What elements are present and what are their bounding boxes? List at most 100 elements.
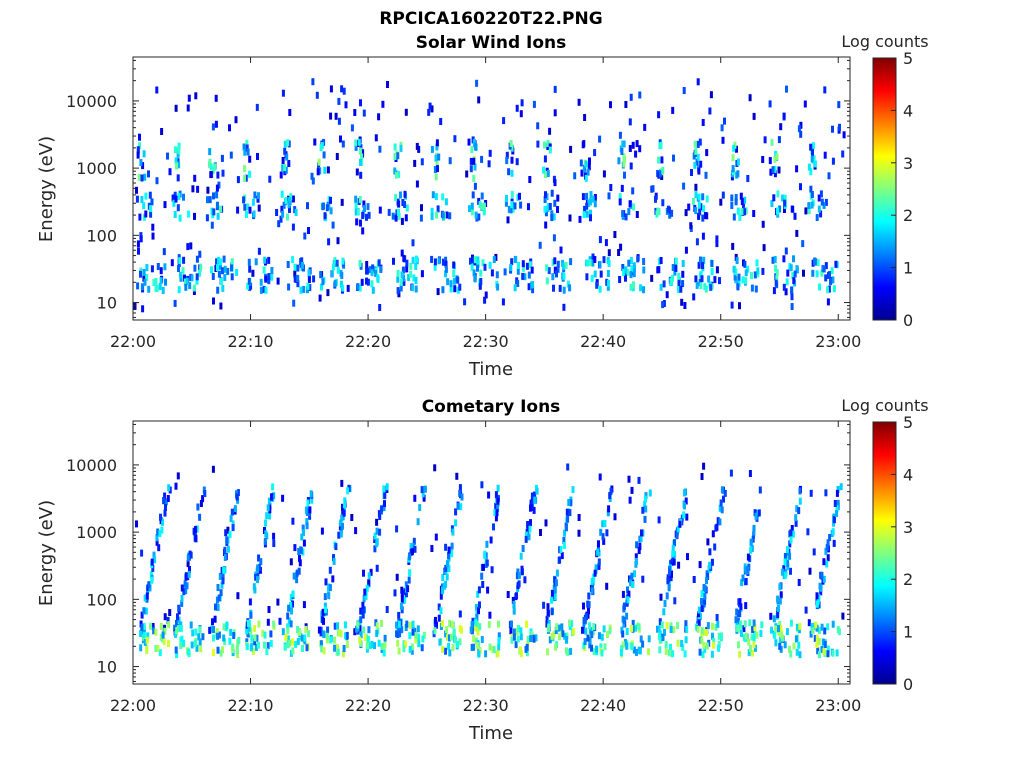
heatmap-cell — [585, 210, 589, 218]
heatmap-cell — [547, 267, 551, 275]
heatmap-cell — [322, 151, 326, 159]
heatmap-cell — [591, 253, 595, 261]
heatmap-cell — [723, 117, 726, 125]
heatmap-cell — [177, 286, 181, 294]
heatmap-cell — [747, 649, 751, 657]
heatmap-cell — [414, 285, 418, 293]
heatmap-cell — [400, 595, 404, 603]
heatmap-cell — [474, 637, 478, 645]
heatmap-cell — [445, 626, 449, 634]
heatmap-cell — [642, 286, 645, 294]
heatmap-cell — [454, 519, 458, 527]
heatmap-cell — [488, 149, 492, 157]
heatmap-cell — [826, 539, 830, 547]
heatmap-cell — [703, 597, 707, 605]
heatmap-cell — [594, 564, 598, 572]
heatmap-cell — [778, 636, 782, 644]
heatmap-cell — [270, 493, 273, 501]
heatmap-cell — [480, 202, 483, 210]
heatmap-cell — [307, 276, 311, 283]
heatmap-cell — [286, 623, 290, 631]
heatmap-cell — [811, 269, 815, 277]
heatmap-cell — [139, 644, 143, 652]
heatmap-cell — [257, 204, 261, 212]
heatmap-cell — [784, 247, 788, 255]
y-axis-label: Energy (eV) — [36, 500, 57, 606]
heatmap-cell — [609, 101, 612, 109]
heatmap-cell — [451, 643, 455, 651]
heatmap-cell — [168, 609, 172, 616]
heatmap-cell — [493, 509, 497, 516]
colorbar-tick-label: 5 — [903, 413, 913, 432]
heatmap-cell — [806, 528, 810, 536]
heatmap-cell — [595, 645, 599, 653]
heatmap-cell — [758, 486, 762, 494]
heatmap-cell — [156, 644, 160, 652]
heatmap-cell — [659, 141, 663, 149]
heatmap-cell — [400, 590, 404, 598]
heatmap-cell — [738, 650, 742, 658]
heatmap-cell — [506, 216, 510, 224]
heatmap-cell — [510, 620, 513, 628]
heatmap-cell — [517, 572, 521, 579]
heatmap-cell — [341, 522, 344, 530]
heatmap-cell — [629, 93, 633, 101]
heatmap-cell — [527, 203, 530, 211]
heatmap-cell — [771, 256, 775, 264]
heatmap-cell — [737, 279, 741, 287]
heatmap-cell — [592, 623, 596, 630]
heatmap-cell — [225, 622, 229, 630]
heatmap-cell — [476, 590, 480, 598]
heatmap-cell — [219, 205, 222, 213]
heatmap-cell — [830, 267, 834, 275]
heatmap-cell — [639, 284, 643, 292]
heatmap-cell — [446, 278, 450, 286]
heatmap-cell — [786, 269, 790, 277]
heatmap-cell — [476, 628, 480, 636]
heatmap-cell — [135, 520, 138, 528]
heatmap-cell — [521, 272, 525, 280]
heatmap-cell — [708, 548, 712, 556]
heatmap-cell — [322, 647, 326, 655]
heatmap-cell — [302, 539, 306, 547]
heatmap-cell — [795, 165, 799, 173]
heatmap-cell — [752, 112, 756, 120]
heatmap-cell — [544, 519, 548, 527]
heatmap-cell — [433, 263, 437, 271]
heatmap-cell — [275, 209, 279, 216]
heatmap-cell — [546, 648, 550, 656]
heatmap-cell — [216, 604, 220, 611]
heatmap-cell — [769, 168, 773, 176]
heatmap-cell — [408, 645, 412, 653]
heatmap-cell — [772, 287, 776, 295]
heatmap-cell — [401, 266, 405, 274]
heatmap-cell — [444, 270, 448, 278]
heatmap-cell — [452, 261, 456, 269]
heatmap-cell — [333, 644, 337, 652]
heatmap-cell — [422, 494, 426, 502]
heatmap-cell — [629, 271, 633, 279]
heatmap-cell — [333, 279, 337, 287]
heatmap-cell — [512, 633, 516, 641]
heatmap-cell — [798, 497, 802, 505]
heatmap-cell — [550, 189, 554, 197]
heatmap-cell — [318, 294, 322, 302]
heatmap-cell — [590, 631, 594, 639]
heatmap-cell — [367, 579, 371, 587]
heatmap-cell — [140, 174, 144, 182]
heatmap-cell — [222, 623, 226, 631]
heatmap-cell — [304, 506, 308, 514]
heatmap-cell — [581, 141, 585, 149]
heatmap-cell — [383, 500, 386, 508]
heatmap-cell — [284, 197, 288, 204]
heatmap-cell — [496, 504, 500, 512]
heatmap-cell — [732, 265, 736, 273]
heatmap-cell — [690, 169, 693, 176]
heatmap-cell — [152, 627, 156, 635]
heatmap-cell — [441, 258, 445, 266]
heatmap-cell — [477, 96, 481, 104]
heatmap-cell — [798, 651, 802, 659]
heatmap-cell — [281, 628, 285, 636]
heatmap-cell — [710, 558, 714, 566]
heatmap-cell — [174, 104, 178, 112]
